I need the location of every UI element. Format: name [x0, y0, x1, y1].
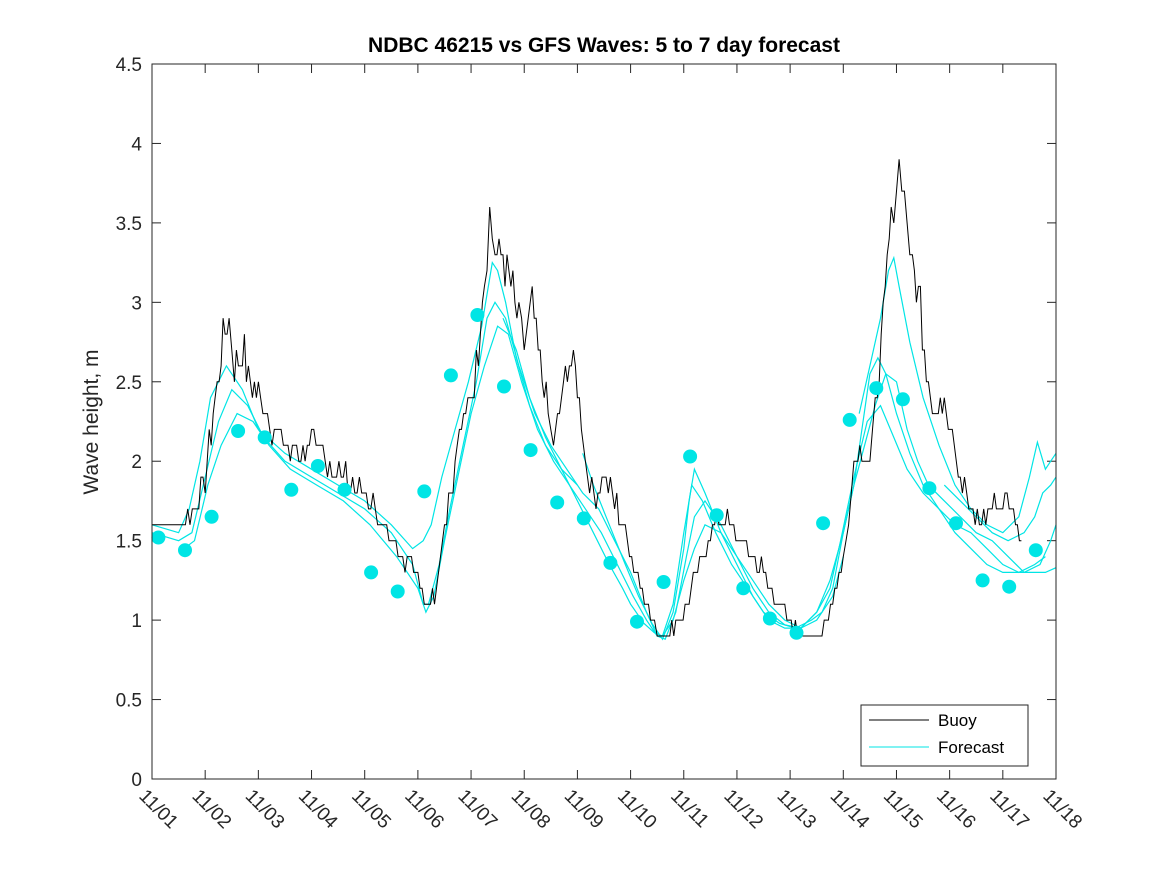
forecast-marker [364, 565, 379, 580]
forecast-marker [816, 516, 831, 531]
forecast-marker [390, 584, 405, 599]
forecast-marker [656, 575, 671, 589]
legend-forecast-label: Forecast [938, 738, 1004, 757]
forecast-marker [603, 555, 618, 570]
forecast-marker [789, 625, 804, 640]
forecast-marker [736, 581, 751, 596]
chart-title: NDBC 46215 vs GFS Waves: 5 to 7 day fore… [368, 34, 840, 57]
y-tick-label: 3.5 [116, 214, 142, 235]
forecast-line [582, 356, 1057, 641]
y-tick-label: 2.5 [116, 373, 142, 394]
forecast-marker [151, 530, 166, 545]
forecast-marker [417, 484, 432, 499]
forecast-marker [762, 611, 777, 626]
forecast-marker [337, 482, 352, 497]
forecast-marker [523, 443, 538, 458]
y-tick-label: 1.5 [116, 532, 142, 553]
forecast-marker [284, 482, 299, 497]
forecast-marker [178, 543, 192, 558]
forecast-marker [231, 424, 246, 438]
plot-frame [151, 63, 1057, 780]
forecast-marker [470, 308, 485, 322]
legend-buoy-label: Buoy [938, 711, 977, 730]
y-tick-label: 3 [131, 293, 142, 314]
legend: Buoy Forecast [860, 704, 1029, 767]
forecast-marker [1028, 543, 1043, 558]
forecast-line [183, 325, 1046, 640]
forecast-marker [1002, 579, 1017, 594]
forecast-marker [842, 412, 857, 427]
forecast-marker [895, 392, 910, 407]
forecast-marker [550, 495, 565, 510]
y-tick-label: 0.5 [116, 691, 142, 712]
y-axis-label: Wave height, m [80, 349, 103, 494]
y-tick-label: 2 [131, 452, 142, 473]
y-tick-labels: 0 0.5 1 1.5 2 2.5 3 3.5 4 4.5 [116, 55, 143, 791]
forecast-marker [204, 509, 219, 524]
forecast-marker [949, 516, 963, 531]
y-tick-label: 4.5 [116, 55, 142, 76]
forecast-marker [922, 481, 937, 496]
forecast-marker [310, 459, 325, 473]
y-tick-label: 0 [131, 770, 142, 791]
forecast-line [943, 476, 1057, 542]
forecast-marker [869, 381, 884, 396]
forecast-marker [975, 573, 990, 588]
forecast-marker [630, 614, 644, 629]
forecast-marker [576, 511, 591, 526]
forecast-marker [683, 449, 698, 464]
forecast-marker [443, 368, 458, 383]
y-tick-label: 4 [131, 134, 142, 155]
forecast-markers [151, 308, 1043, 640]
plot-area [152, 64, 1056, 779]
forecast-line [858, 255, 1057, 534]
y-tick-label: 1 [131, 611, 142, 632]
legend-box [860, 704, 1029, 767]
forecast-line [151, 301, 844, 637]
forecast-marker [497, 379, 511, 394]
forecast-marker [257, 430, 272, 445]
forecast-marker [709, 508, 724, 523]
